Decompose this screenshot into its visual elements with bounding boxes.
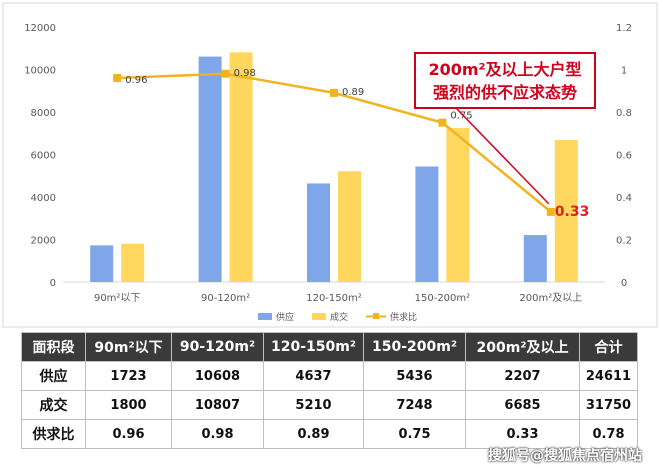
ratio-data-label: 0.75 [450, 111, 472, 122]
table-header-cell: 200m²及以上 [465, 332, 580, 362]
table-header-cell: 合计 [579, 332, 638, 362]
y-right-tick-label: 0.2 [616, 236, 632, 247]
table-cell: 6685 [465, 390, 580, 420]
y-right-tick-label: 0.4 [616, 193, 632, 204]
y-right-tick-label: 1 [621, 66, 627, 77]
summary-table: 面积段 90m²以下 90-120m² 120-150m² 150-200m² … [21, 332, 638, 449]
y-left-tick-label: 12000 [24, 23, 56, 34]
combo-chart: 0 2000 4000 6000 8000 10000 12000 0 0.2 0.4 0.6 0.8… [2, 2, 658, 328]
table-cell: 10807 [171, 390, 264, 420]
bars [90, 52, 578, 282]
table-cell: 4637 [263, 361, 364, 391]
table-row: 成交 1800 10807 5210 7248 6685 31750 [21, 390, 638, 420]
table-header-cell: 90-120m² [171, 332, 264, 362]
table-cell: 供求比 [21, 419, 86, 449]
y-left-tick-label: 6000 [31, 151, 56, 162]
legend-swatch [312, 313, 326, 320]
table-header-cell: 150-200m² [363, 332, 466, 362]
table-cell: 5436 [363, 361, 466, 391]
callout-box [414, 52, 596, 109]
bar-成交 [229, 52, 253, 282]
ratio-point [113, 74, 122, 82]
table-cell: 7248 [363, 390, 466, 420]
table-cell: 0.33 [465, 419, 580, 449]
table-cell: 24611 [579, 361, 638, 391]
y-right-tick-label: 0 [621, 278, 627, 289]
bar-成交 [554, 139, 578, 282]
table-cell: 0.75 [363, 419, 466, 449]
table-cell: 0.98 [171, 419, 264, 449]
table-cell: 0.78 [579, 419, 638, 449]
bar-供应 [90, 245, 114, 282]
y-right-tick-label: 0.8 [616, 108, 632, 119]
table-row: 供求比 0.96 0.98 0.89 0.75 0.33 0.78 [21, 419, 638, 449]
table-cell: 成交 [21, 390, 86, 420]
axes: 0 2000 4000 6000 8000 10000 12000 0 0.2 0.4 0.6 0.8… [24, 23, 632, 304]
ratio-point [438, 118, 447, 127]
ratio-data-label: 0.98 [234, 68, 256, 79]
x-tick-label: 200m²及以上 [519, 292, 582, 304]
ratio-point [546, 207, 555, 216]
y-left-tick-label: 4000 [31, 193, 56, 204]
table-cell: 5210 [263, 390, 364, 420]
table-header-cell: 面积段 [21, 332, 86, 362]
table-cell: 供应 [21, 361, 86, 391]
watermark: 搜狐号@搜狐焦点宿州站 [488, 448, 642, 464]
table-cell: 1800 [85, 390, 172, 420]
legend-label: 成交 [330, 311, 348, 323]
data-labels: 0.96 0.98 0.89 0.75 0.33 [125, 68, 589, 220]
legend: 供应 成交 供求比 [258, 311, 417, 323]
ratio-data-label: 0.89 [342, 87, 364, 98]
bar-供应 [307, 183, 330, 282]
legend-label: 供应 [276, 311, 294, 323]
table-cell: 31750 [579, 390, 638, 420]
y-left-tick-label: 2000 [31, 236, 56, 247]
table-cell: 1723 [85, 361, 172, 391]
bar-成交 [338, 171, 361, 282]
y-left-tick-label: 8000 [31, 108, 56, 119]
ratio-data-label: 0.96 [125, 75, 147, 86]
legend-marker [373, 313, 379, 319]
table-cell: 0.96 [85, 419, 172, 449]
x-tick-label: 90-120m² [201, 293, 250, 304]
y-left-tick-label: 0 [50, 278, 56, 289]
legend-label: 供求比 [390, 311, 417, 323]
y-left-tick-label: 10000 [24, 66, 56, 77]
y-right-tick-label: 0.6 [616, 151, 632, 162]
ratio-line [113, 69, 555, 216]
table-cell: 0.89 [263, 419, 364, 449]
table-header-cell: 90m²以下 [85, 332, 172, 362]
x-tick-label: 150-200m² [415, 293, 471, 304]
x-tick-label: 90m²以下 [94, 293, 140, 304]
bar-成交 [121, 243, 145, 282]
table-row: 供应 1723 10608 4637 5436 2207 24611 [21, 361, 638, 391]
table-cell: 2207 [465, 361, 580, 391]
ratio-point [330, 88, 338, 97]
table-cell: 10608 [171, 361, 264, 391]
bar-供应 [523, 235, 547, 282]
callout-pointer [455, 107, 550, 205]
callout-line: 强烈的供不应求态势 [433, 83, 577, 102]
ratio-data-label: 0.33 [555, 204, 590, 220]
table-header-cell: 120-150m² [263, 332, 364, 362]
bar-成交 [446, 127, 470, 282]
table-header-row: 面积段 90m²以下 90-120m² 120-150m² 150-200m² … [21, 332, 638, 362]
bar-供应 [198, 56, 222, 282]
callout-line: 200m²及以上大户型 [428, 60, 581, 79]
x-tick-label: 120-150m² [306, 293, 362, 304]
y-right-tick-label: 1.2 [616, 23, 632, 34]
bar-供应 [415, 166, 439, 282]
ratio-point [221, 69, 230, 78]
legend-swatch [258, 313, 272, 320]
